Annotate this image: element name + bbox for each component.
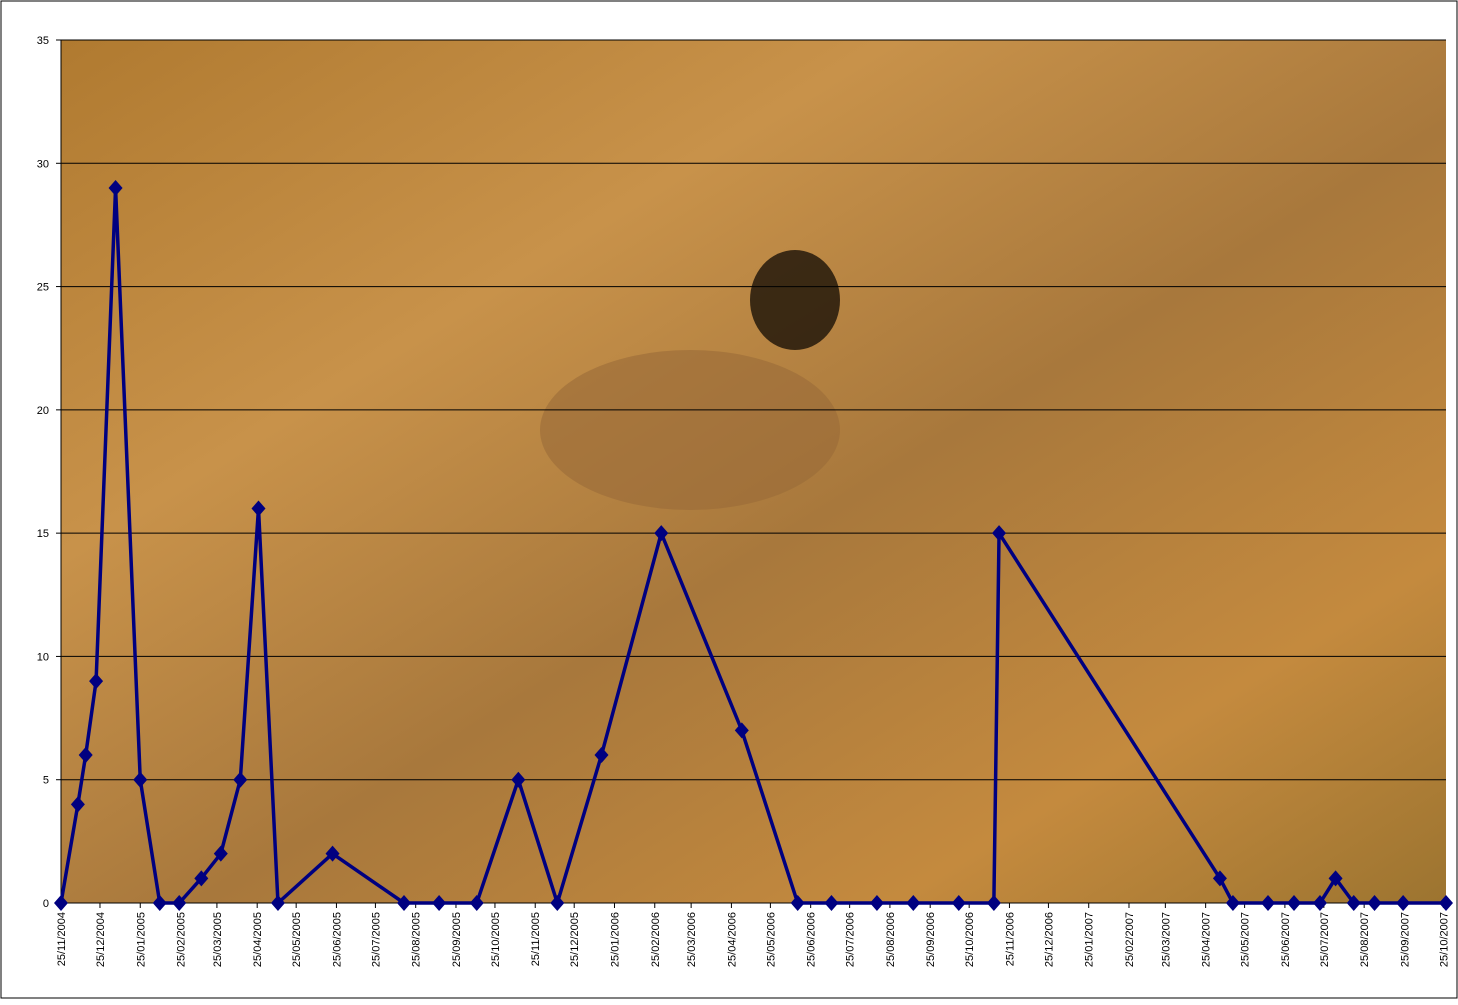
- data-marker: [1439, 895, 1453, 911]
- data-marker: [906, 895, 921, 911]
- x-tick-label: 25/06/2006: [806, 912, 818, 967]
- data-marker: [790, 895, 805, 911]
- data-marker: [1212, 870, 1227, 887]
- x-tick-label: 25/09/2006: [925, 912, 937, 967]
- y-tick-label: 30: [37, 158, 49, 170]
- data-marker: [469, 895, 484, 911]
- x-tick-label: 25/04/2006: [726, 912, 738, 967]
- x-tick-label: 25/10/2005: [490, 912, 502, 967]
- data-marker: [654, 525, 669, 542]
- x-tick-label: 25/05/2006: [765, 912, 777, 967]
- x-tick-label: 25/05/2007: [1240, 912, 1252, 967]
- x-tick-label: 25/06/2005: [331, 912, 343, 967]
- x-tick-label: 25/08/2006: [885, 912, 897, 967]
- data-marker: [108, 179, 123, 196]
- x-tick-label: 25/08/2007: [1359, 912, 1371, 967]
- x-tick-label: 25/11/2006: [1004, 912, 1016, 966]
- data-marker: [213, 845, 228, 862]
- data-marker: [54, 895, 68, 911]
- x-tick-label: 25/09/2007: [1399, 912, 1411, 967]
- x-tick-label: 25/07/2007: [1319, 912, 1331, 967]
- data-marker: [734, 722, 749, 739]
- data-marker: [1396, 895, 1411, 911]
- x-tick-label: 25/02/2006: [650, 912, 662, 967]
- y-tick-label: 5: [43, 775, 49, 787]
- data-marker: [869, 895, 884, 911]
- x-tick-label: 25/03/2005: [212, 912, 224, 967]
- x-tick-label: 25/03/2006: [686, 912, 698, 967]
- data-marker: [824, 895, 839, 911]
- data-marker: [78, 747, 93, 764]
- data-marker: [251, 500, 266, 517]
- data-marker: [951, 895, 966, 911]
- x-tick-label: 25/09/2005: [451, 912, 463, 967]
- x-tick-label: 25/04/2007: [1201, 912, 1213, 967]
- x-tick-label: 25/05/2005: [291, 912, 303, 967]
- x-tick-label: 25/07/2006: [845, 912, 857, 967]
- y-tick-label: 20: [37, 405, 49, 417]
- x-tick-label: 25/12/2004: [95, 912, 107, 967]
- data-marker: [89, 673, 104, 690]
- x-tick-label: 25/01/2005: [135, 912, 147, 967]
- x-tick-label: 25/07/2005: [370, 912, 382, 967]
- x-tick-label: 25/10/2006: [964, 912, 976, 967]
- y-tick-label: 15: [37, 528, 49, 540]
- x-tick-label: 25/11/2004: [56, 912, 68, 966]
- data-marker: [1286, 895, 1301, 911]
- data-marker: [1261, 895, 1276, 911]
- data-marker: [270, 895, 285, 911]
- photo-bird-head: [750, 250, 840, 350]
- data-marker: [432, 895, 447, 911]
- x-tick-label: 25/01/2006: [609, 912, 621, 967]
- y-tick-label: 35: [37, 35, 49, 47]
- x-tick-label: 25/02/2005: [176, 912, 188, 967]
- x-tick-label: 25/03/2007: [1160, 912, 1172, 967]
- x-tick-label: 25/12/2005: [569, 912, 581, 967]
- data-marker: [152, 895, 167, 911]
- y-tick-label: 10: [37, 651, 49, 663]
- x-tick-label: 25/04/2005: [252, 912, 264, 967]
- data-marker: [1346, 895, 1361, 911]
- x-tick-label: 25/08/2005: [411, 912, 423, 967]
- x-tick-label: 25/12/2006: [1043, 912, 1055, 967]
- data-marker: [70, 796, 85, 813]
- x-tick-label: 25/02/2007: [1124, 912, 1136, 967]
- data-marker: [986, 895, 1001, 911]
- data-marker: [1328, 870, 1343, 887]
- x-tick-label: 25/01/2007: [1084, 912, 1096, 967]
- data-marker: [594, 747, 609, 764]
- x-tick-label: 25/10/2007: [1438, 912, 1450, 967]
- data-marker: [194, 870, 209, 887]
- x-tick-label: 25/06/2007: [1280, 912, 1292, 967]
- data-marker: [1367, 895, 1382, 911]
- data-marker: [992, 525, 1007, 542]
- data-marker: [511, 771, 526, 788]
- data-marker: [325, 845, 340, 862]
- data-marker: [1225, 895, 1240, 911]
- data-marker: [1312, 895, 1327, 911]
- x-tick-label: 25/11/2005: [530, 912, 542, 966]
- data-marker: [233, 771, 248, 788]
- y-tick-label: 0: [43, 898, 49, 910]
- data-marker: [397, 895, 412, 911]
- data-marker: [550, 895, 565, 911]
- photo-bird: [540, 350, 840, 510]
- data-marker: [172, 895, 187, 911]
- y-tick-label: 25: [37, 282, 49, 294]
- data-marker: [133, 771, 148, 788]
